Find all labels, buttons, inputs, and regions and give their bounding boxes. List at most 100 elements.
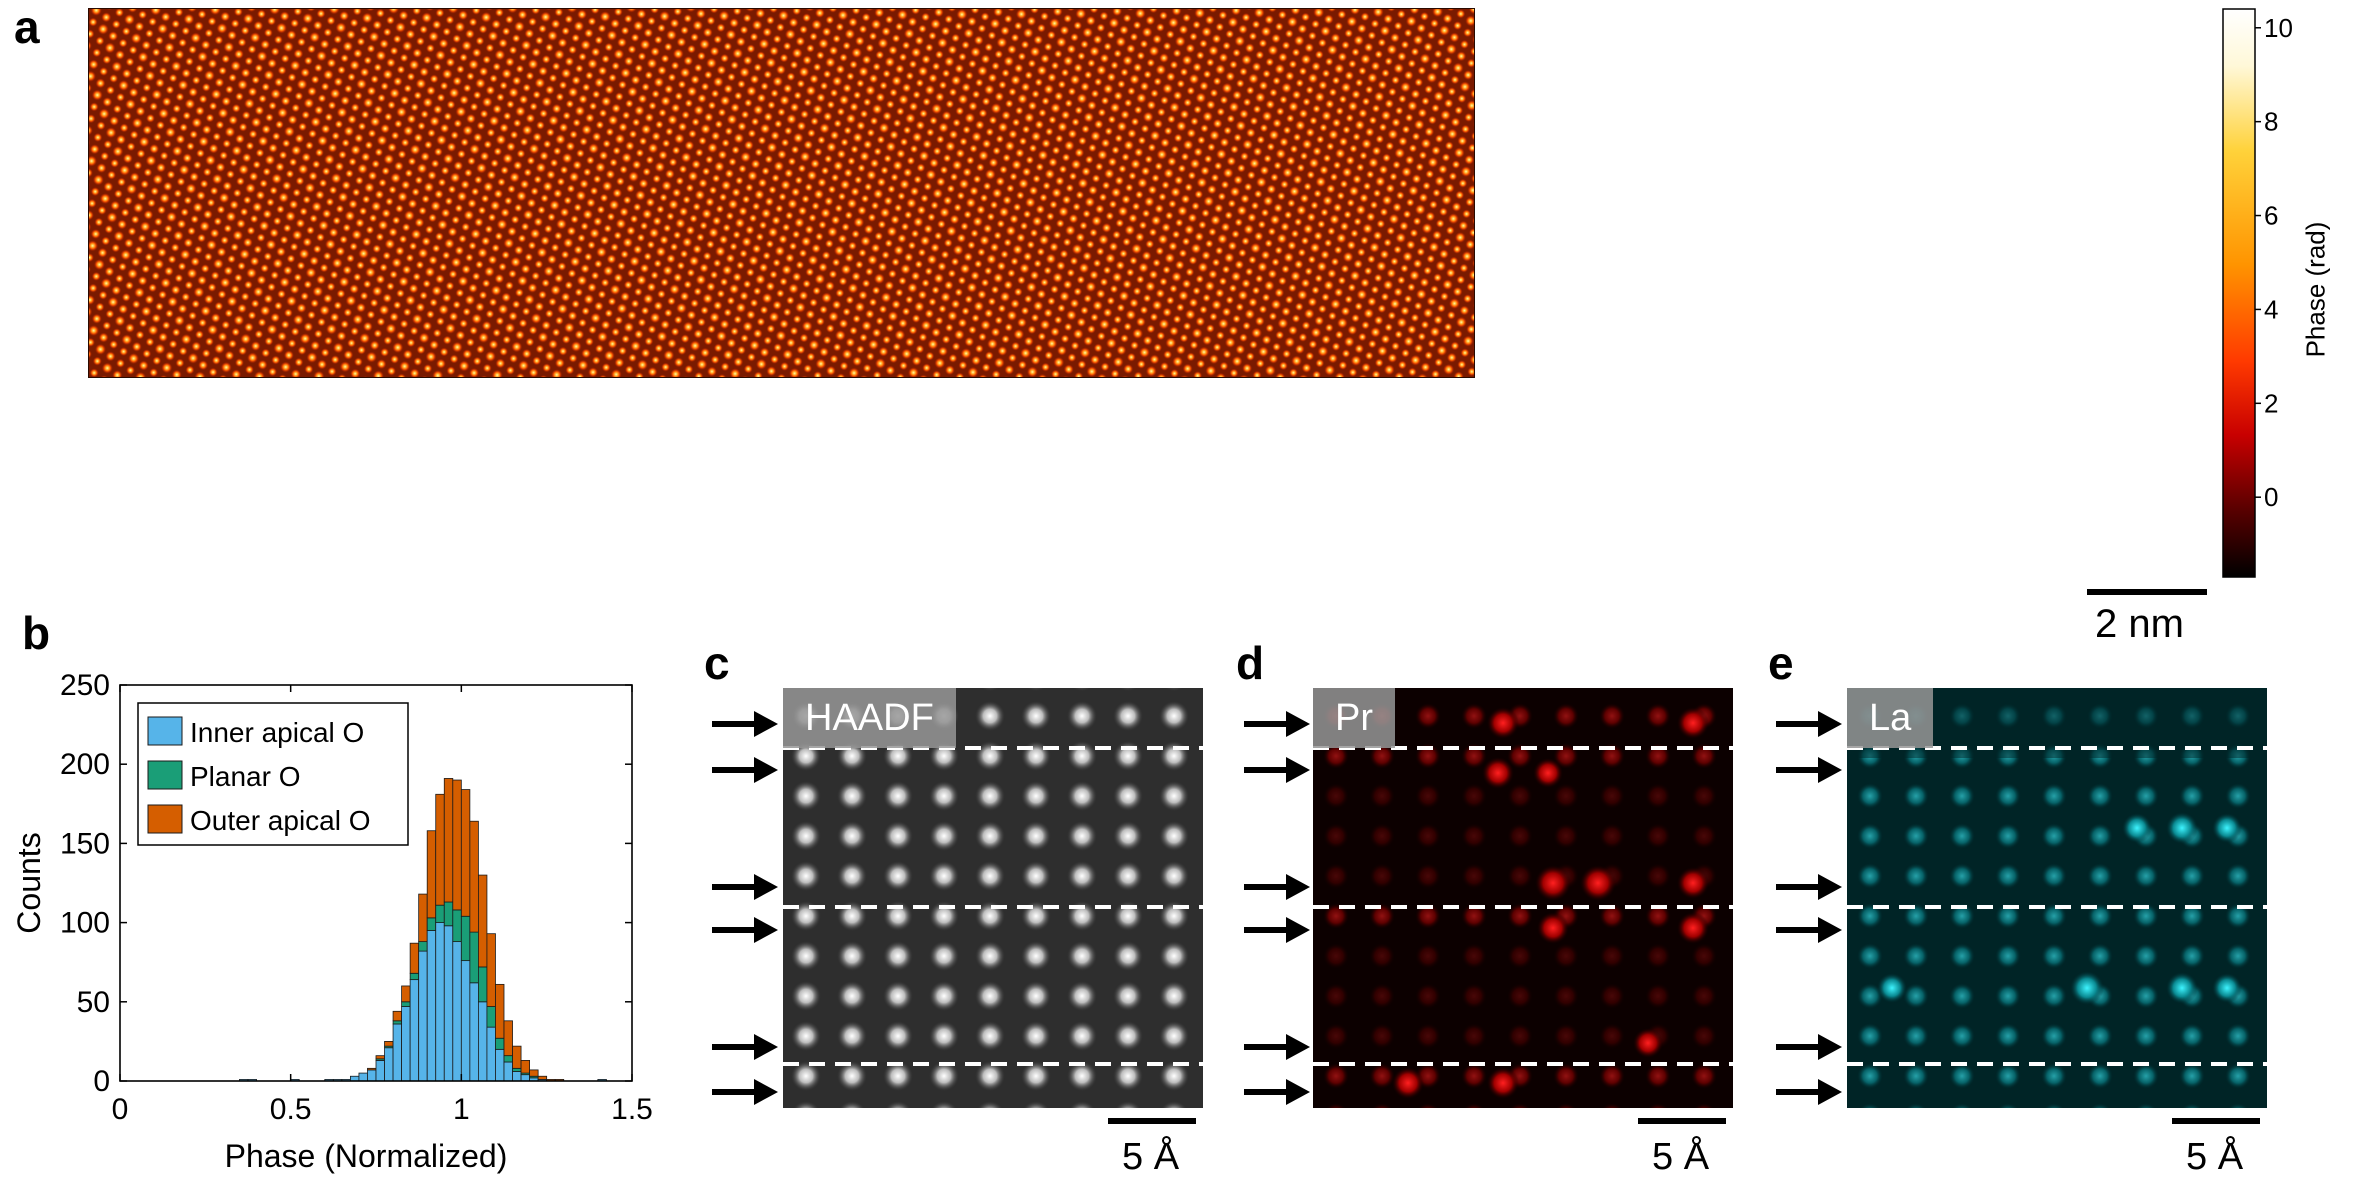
y-axis-label: Counts [11, 832, 47, 933]
colorbar-tick-label: 0 [2264, 482, 2278, 512]
scalebar-e-label: 5 Å [2186, 1136, 2244, 1178]
histogram-bar-1 [426, 930, 437, 1082]
panel-b-letter: b [22, 607, 51, 659]
y-tick-label: 250 [60, 669, 110, 702]
histogram-bar-1 [495, 1048, 505, 1082]
row-arrow-head [1286, 874, 1310, 900]
row-arrow-head [1286, 917, 1310, 943]
row-arrow-head [1286, 711, 1310, 737]
legend-swatch [147, 716, 183, 746]
legend-entry: Inner apical O [190, 717, 364, 748]
colorbar-tick-label: 2 [2264, 388, 2278, 418]
y-tick-label: 0 [93, 1065, 110, 1098]
colorbar-tick-label: 4 [2264, 294, 2278, 324]
histogram-bar-3 [452, 779, 462, 911]
row-arrow-head [1818, 1034, 1842, 1060]
histogram-bar-1 [503, 1061, 513, 1082]
panel-a-letter: a [14, 1, 40, 53]
x-tick-label: 0.5 [270, 1093, 312, 1126]
row-arrow-head [754, 711, 778, 737]
histogram-bar-1 [358, 1072, 368, 1082]
histogram-bar-1 [401, 1006, 411, 1082]
histogram-bar-3 [375, 1055, 385, 1060]
histogram-bar-3 [512, 1045, 522, 1069]
row-arrow-head [1286, 1079, 1310, 1105]
row-arrow-head [1818, 917, 1842, 943]
scalebar-a-label: 2 nm [2095, 602, 2184, 646]
image-label-pr: Pr [1313, 688, 1395, 748]
row-arrow-head [754, 757, 778, 783]
colorbar-tick-label: 6 [2264, 201, 2278, 231]
scalebar-e [2172, 1118, 2260, 1124]
panel-e-letter: e [1768, 637, 1794, 689]
scalebar-d-label: 5 Å [1652, 1136, 1710, 1178]
legend-entry: Outer apical O [190, 805, 371, 836]
histogram-bar-1 [392, 1023, 403, 1082]
histogram-bar-3 [435, 793, 445, 906]
histogram-bar-3 [529, 1069, 539, 1077]
colorbar-label: Phase (rad) [2300, 221, 2331, 358]
row-arrow-head [754, 917, 778, 943]
histogram-bar-3 [486, 933, 496, 1007]
histogram-bar-1 [512, 1071, 522, 1082]
histogram-bar-1 [486, 1026, 496, 1082]
legend-swatch [147, 804, 183, 834]
scalebar-a [2087, 589, 2207, 595]
histogram-bar-2 [512, 1067, 522, 1072]
row-arrow-head [1286, 1034, 1310, 1060]
row-arrow-head [1818, 711, 1842, 737]
histogram-bar-1 [367, 1069, 377, 1082]
scalebar-c-label: 5 Å [1122, 1136, 1180, 1178]
scalebar-c [1108, 1118, 1196, 1124]
row-arrow-head [1818, 757, 1842, 783]
histogram-bar-2 [392, 1020, 403, 1025]
x-tick-label: 0 [112, 1093, 129, 1126]
colorbar [2222, 8, 2256, 578]
histogram-chart: 0 0.5 1 1.5 0 50 100 150 200 250 Phase (Normalized… [11, 669, 653, 1174]
y-tick-label: 150 [60, 827, 110, 860]
histogram-bar-3 [409, 942, 420, 974]
histogram-bar-2 [477, 966, 488, 1003]
histogram-bar-3 [477, 874, 488, 968]
histogram-bar-3 [469, 820, 479, 933]
legend [137, 702, 409, 846]
histogram-bar-3 [537, 1075, 548, 1080]
histogram-bar-1 [452, 941, 462, 1082]
histogram-bar-1 [443, 925, 454, 1082]
histogram-bar-3 [401, 985, 411, 1003]
row-arrow-head [1818, 874, 1842, 900]
y-tick-label: 200 [60, 748, 110, 781]
histogram-bar-1 [477, 1001, 488, 1082]
histogram-axes [119, 684, 633, 1082]
legend-swatch [147, 760, 183, 790]
row-arrows-e [1776, 711, 1842, 1105]
histogram-bar-1 [409, 979, 420, 1082]
colorbar-tick-label: 8 [2264, 107, 2278, 137]
row-arrow-head [754, 874, 778, 900]
histogram-bar-1 [384, 1047, 394, 1082]
x-tick-label: 1.5 [611, 1093, 653, 1126]
histogram-bar-3 [367, 1067, 377, 1071]
row-arrow-head [1286, 757, 1310, 783]
x-tick-label: 1 [453, 1093, 470, 1126]
histogram-bar-3 [418, 893, 428, 943]
row-arrows-c [712, 711, 778, 1105]
histogram-bar-1 [460, 960, 471, 1082]
histogram-bar-3 [460, 789, 471, 917]
colorbar-ticks: 10 8 6 4 2 0 [2255, 13, 2293, 512]
histogram-bar-3 [520, 1060, 530, 1074]
phase-map-image [88, 8, 1475, 378]
histogram-bar-2 [418, 941, 428, 952]
histogram-bar-3 [495, 983, 505, 1039]
row-arrow-head [754, 1034, 778, 1060]
row-arrow-head [1818, 1079, 1842, 1105]
image-label-la: La [1847, 688, 1934, 748]
histogram-bar-1 [375, 1060, 385, 1082]
panel-c-letter: c [704, 637, 730, 689]
histogram-bar-1 [435, 922, 445, 1082]
colorbar-tick-label: 10 [2264, 13, 2293, 43]
la-map-image [1847, 688, 2267, 1108]
histogram-bar-2 [401, 1001, 411, 1007]
histogram-bar-2 [435, 904, 445, 923]
histogram-bar-2 [452, 909, 462, 943]
